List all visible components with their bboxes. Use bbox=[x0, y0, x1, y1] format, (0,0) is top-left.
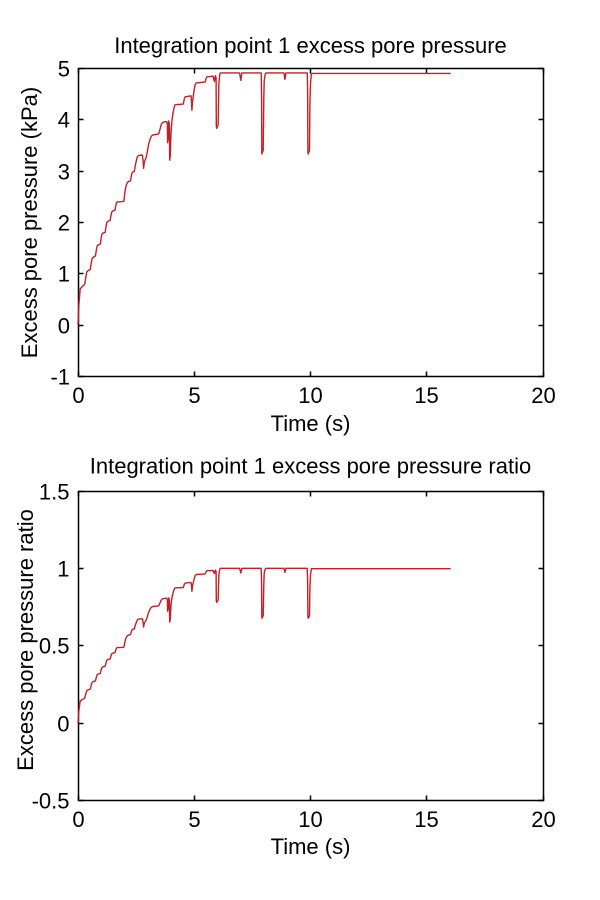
svg-text:1: 1 bbox=[58, 262, 70, 287]
svg-text:10: 10 bbox=[298, 807, 322, 832]
svg-text:0: 0 bbox=[72, 383, 84, 408]
svg-text:15: 15 bbox=[414, 807, 438, 832]
svg-text:0: 0 bbox=[72, 807, 84, 832]
svg-text:4: 4 bbox=[58, 108, 70, 133]
svg-text:15: 15 bbox=[414, 383, 438, 408]
svg-text:10: 10 bbox=[298, 383, 322, 408]
svg-text:-0.5: -0.5 bbox=[32, 789, 70, 814]
svg-text:5: 5 bbox=[188, 383, 200, 408]
svg-text:Excess pore pressure (kPa): Excess pore pressure (kPa) bbox=[17, 87, 42, 358]
svg-text:Integration point 1 excess por: Integration point 1 excess pore pressure bbox=[114, 33, 507, 58]
svg-text:20: 20 bbox=[531, 807, 555, 832]
svg-text:0: 0 bbox=[57, 712, 69, 737]
svg-text:Integration point 1 excess por: Integration point 1 excess pore pressure… bbox=[90, 454, 531, 479]
svg-text:2: 2 bbox=[58, 211, 70, 236]
svg-text:5: 5 bbox=[58, 57, 70, 82]
svg-text:-1: -1 bbox=[50, 365, 70, 390]
svg-text:20: 20 bbox=[531, 383, 555, 408]
svg-text:Excess pore pressure ratio: Excess pore pressure ratio bbox=[13, 509, 38, 771]
svg-text:Time (s): Time (s) bbox=[271, 834, 351, 859]
svg-text:3: 3 bbox=[58, 160, 70, 185]
svg-text:1: 1 bbox=[57, 557, 69, 582]
svg-text:Time (s): Time (s) bbox=[271, 411, 351, 436]
svg-text:0.5: 0.5 bbox=[39, 634, 70, 659]
svg-text:5: 5 bbox=[188, 807, 200, 832]
svg-text:0: 0 bbox=[58, 314, 70, 339]
svg-text:1.5: 1.5 bbox=[39, 480, 70, 505]
